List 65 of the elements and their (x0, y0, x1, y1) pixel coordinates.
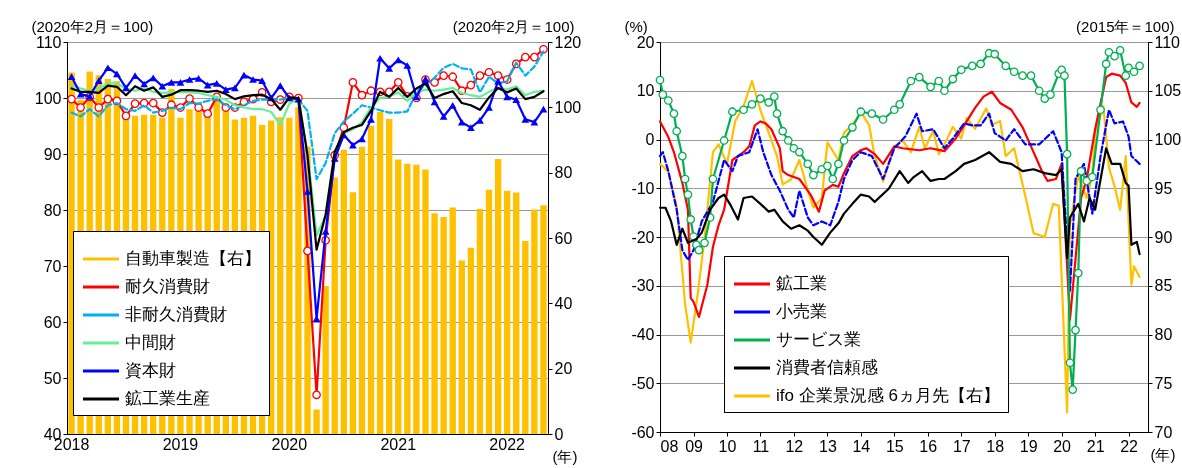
legend-label: 消費者信頼感 (776, 358, 878, 377)
y2-tick-label: 95 (1154, 179, 1173, 197)
y-tick-label: -20 (631, 228, 655, 246)
y-tick-label: 50 (43, 369, 62, 387)
y-tick-label: 0 (645, 131, 655, 148)
y2-tick-label: 100 (1154, 131, 1182, 148)
y2-tick-label: 70 (1154, 423, 1173, 441)
x-axis-title: (年) (552, 447, 578, 465)
x-tick-label: 21 (1086, 437, 1105, 455)
legend-label: 資本財 (125, 361, 176, 380)
y2-tick-label: 20 (554, 360, 573, 378)
x-tick-label: 2020 (271, 435, 308, 453)
y-tick-label: 60 (43, 313, 62, 331)
x-tick-label: 19 (1019, 437, 1038, 455)
y-axis-title: (%) (624, 17, 648, 35)
y2-tick-label: 105 (1154, 82, 1182, 100)
legend-label: 耐久消費財 (125, 277, 210, 296)
legend-label: ifo 企業景況感 6ヵ月先【右】 (776, 386, 1000, 405)
y-tick-label: -60 (631, 423, 655, 441)
legend-label: サービス業 (776, 330, 861, 349)
x-tick-label: 11 (752, 437, 770, 455)
y-tick-label: -50 (631, 374, 655, 392)
y-tick-label: -40 (631, 326, 655, 343)
y-tick-label: 70 (43, 257, 62, 275)
x-tick-label: 2019 (162, 435, 199, 453)
x-tick-label: 14 (852, 437, 871, 455)
y-tick-label: 10 (636, 82, 655, 100)
x-tick-label: 2022 (489, 435, 526, 453)
legend-label: 小売業 (776, 302, 827, 321)
x-tick-label: 22 (1120, 437, 1139, 455)
y-axis-title: (2020年2月＝100) (31, 17, 154, 35)
y2-tick-label: 80 (1154, 326, 1173, 343)
legend-label: 非耐久消費財 (125, 305, 227, 324)
y-tick-label: 80 (43, 201, 62, 219)
y2-tick-label: 100 (554, 98, 582, 116)
y-tick-label: 90 (43, 145, 62, 163)
x-tick-label: 2021 (380, 435, 417, 453)
legend-label: 鉱工業 (776, 274, 827, 293)
legend-label: 鉱工業生産 (125, 389, 210, 408)
y2-tick-label: 60 (554, 229, 573, 247)
x-tick-label: 08 (660, 437, 679, 455)
x-tick-label: 17 (952, 437, 971, 455)
y-tick-label: -30 (631, 277, 655, 295)
x-tick-label: 20 (1053, 437, 1072, 455)
x-tick-label: 12 (785, 437, 804, 455)
legend-label: 中間財 (125, 333, 176, 352)
y-tick-label: 110 (35, 33, 62, 51)
y2-axis-title: (2020年2月＝100) (452, 17, 575, 35)
y2-axis-title: (2015年＝100) (1076, 17, 1175, 35)
y2-tick-label: 80 (554, 164, 573, 182)
y-tick-label: -10 (631, 179, 655, 197)
y2-tick-label: 90 (1154, 228, 1173, 246)
x-tick-label: 18 (986, 437, 1005, 455)
x-tick-label: 16 (919, 437, 938, 455)
y2-tick-label: 75 (1154, 374, 1173, 392)
y-tick-label: 100 (34, 89, 62, 107)
x-tick-label: 10 (718, 437, 737, 455)
legend-label: 自動車製造【右】 (125, 249, 261, 268)
x-tick-label: 15 (885, 437, 904, 455)
y2-tick-label: 0 (554, 425, 564, 443)
x-axis-title: (年) (1150, 445, 1176, 463)
y2-tick-label: 85 (1154, 277, 1173, 295)
y2-tick-label: 40 (554, 294, 573, 312)
x-tick-label: 13 (819, 437, 837, 455)
x-tick-label: 09 (685, 437, 704, 455)
